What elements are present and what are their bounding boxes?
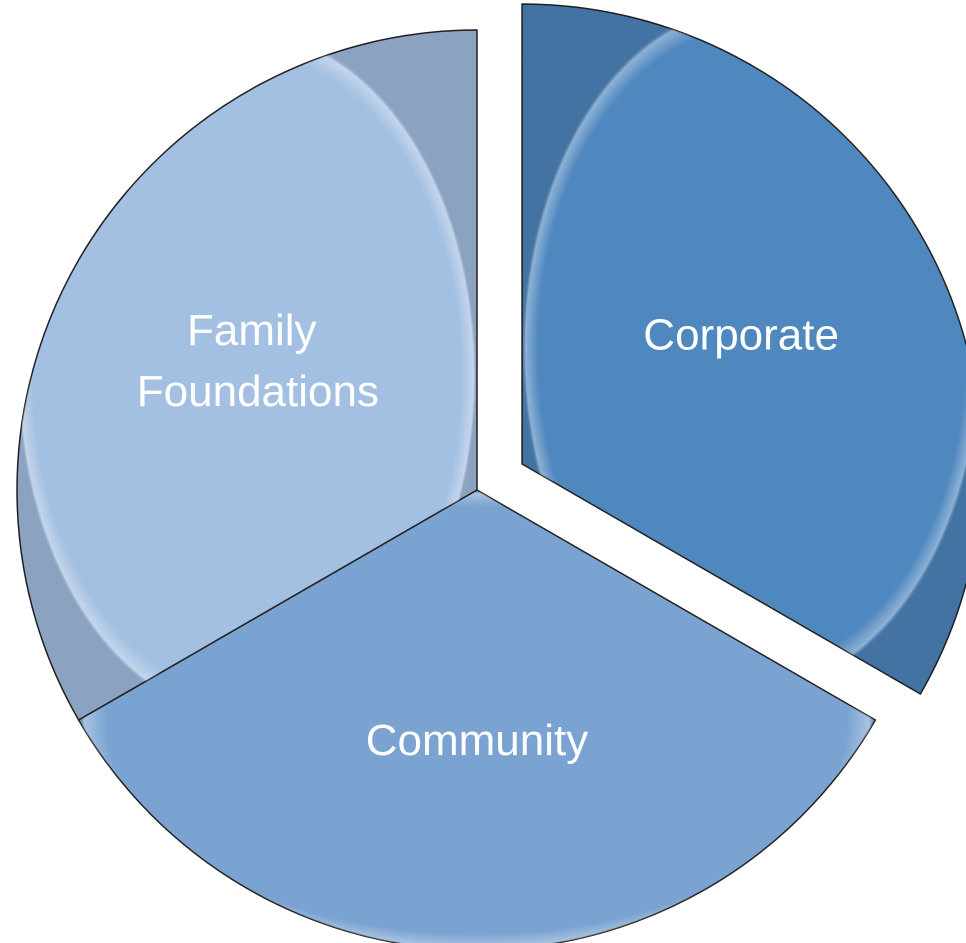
pie-labels: Corporate Community Family Foundations: [137, 306, 839, 765]
slice-label: Community: [366, 716, 589, 765]
pie: [16, 3, 966, 943]
slice-label: Family Foundations: [137, 306, 379, 416]
slice-label: Corporate: [643, 310, 839, 359]
